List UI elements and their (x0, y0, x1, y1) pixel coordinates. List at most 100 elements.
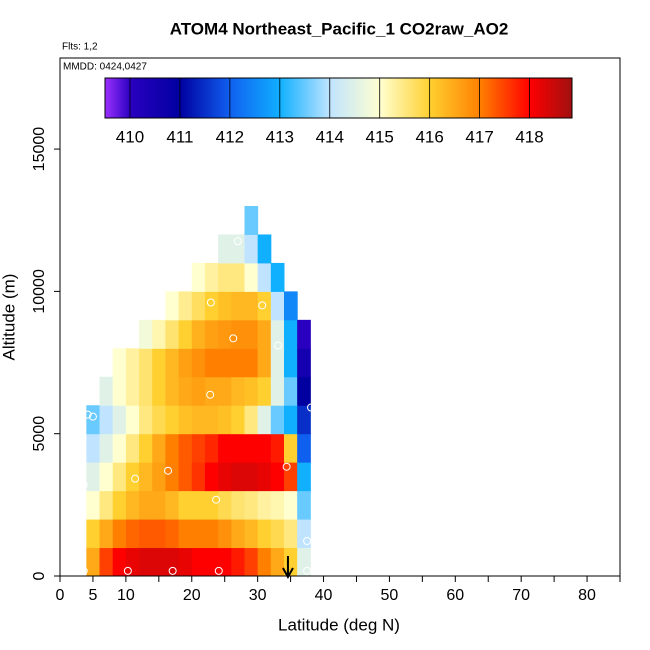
heat-cell (99, 519, 114, 549)
marker-arrowhead (282, 567, 294, 580)
heat-cell (191, 262, 206, 292)
heat-cell (139, 405, 153, 435)
heat-cell (257, 433, 272, 463)
heat-cell (231, 490, 245, 520)
heat-cell (152, 547, 166, 577)
heat-cell (218, 376, 232, 406)
heat-cell (244, 234, 259, 264)
heat-cell (125, 433, 140, 463)
heat-cell (125, 519, 140, 549)
heat-cell (244, 376, 259, 406)
heat-cell (139, 490, 153, 520)
heat-cell (257, 547, 272, 577)
heat-cell (139, 376, 153, 406)
sample-point (131, 474, 140, 483)
colorbar-tick-label: 411 (166, 127, 193, 146)
heat-cell (204, 262, 219, 292)
heat-cell (86, 433, 101, 463)
heat-cell (99, 490, 114, 520)
heat-cell (152, 462, 166, 492)
x-tick-label: 10 (117, 587, 135, 604)
heat-cell (125, 462, 140, 492)
heat-cell (218, 405, 232, 435)
colorbar-segment (429, 78, 481, 118)
y-axis-label: Altitude (m) (0, 274, 18, 361)
heat-cell (297, 490, 311, 520)
heat-cell (244, 348, 259, 378)
heat-cell (139, 319, 153, 349)
heat-cell (152, 490, 166, 520)
heat-cell (270, 319, 285, 349)
x-tick-label: 40 (315, 587, 333, 604)
heat-cell (231, 519, 245, 549)
heat-cell (244, 547, 259, 577)
heat-cell (284, 291, 298, 321)
heat-cell (231, 376, 245, 406)
heat-cell (191, 376, 206, 406)
heat-cell (270, 433, 285, 463)
heat-cell (257, 348, 272, 378)
heat-cell (112, 433, 127, 463)
heat-cell (112, 519, 127, 549)
heat-cell (112, 348, 127, 378)
heat-cell (165, 519, 180, 549)
colorbar-segment (379, 78, 431, 118)
plot-frame (59, 57, 621, 577)
heat-cell (191, 433, 206, 463)
x-tick-label: 50 (381, 587, 399, 604)
colorbar-tick-label: 410 (116, 127, 144, 146)
colorbar-tick-label: 417 (465, 127, 493, 146)
colorbar-segment (279, 78, 331, 118)
heat-cell (270, 519, 285, 549)
x-tick-label: 0 (56, 587, 65, 604)
heat-cell (284, 348, 298, 378)
heat-cell (218, 433, 232, 463)
heat-cell (125, 405, 140, 435)
heat-cell (125, 348, 140, 378)
heat-cell (99, 376, 114, 406)
heat-cell (152, 319, 166, 349)
heat-cell (297, 462, 311, 492)
heat-cell (297, 433, 311, 463)
heat-cell (178, 376, 193, 406)
x-tick-label: 20 (183, 587, 201, 604)
heat-cell (257, 262, 272, 292)
heat-cell (139, 433, 153, 463)
heat-cell (270, 376, 285, 406)
heat-cell (112, 405, 127, 435)
heat-cell (218, 319, 232, 349)
heat-cell (165, 319, 180, 349)
heat-cell (284, 376, 298, 406)
sample-point (168, 566, 177, 575)
heat-cell (231, 433, 245, 463)
heat-cell (178, 348, 193, 378)
heat-cell (152, 376, 166, 406)
sample-point (123, 566, 132, 575)
heat-cell (204, 405, 219, 435)
heat-cell (178, 319, 193, 349)
heat-cell (270, 547, 285, 577)
heat-cell (191, 547, 206, 577)
x-tick-label: 80 (578, 587, 596, 604)
heat-cell (139, 348, 153, 378)
sample-point (79, 480, 88, 489)
heat-cell (218, 547, 232, 577)
x-tick-label: 30 (249, 587, 267, 604)
y-tick-label: 10000 (31, 269, 48, 314)
heat-cell (165, 405, 180, 435)
sample-point (88, 412, 97, 421)
heat-cell (152, 519, 166, 549)
heat-cell (86, 462, 101, 492)
heat-cell (178, 405, 193, 435)
sample-point (303, 566, 312, 575)
heat-cell (86, 519, 101, 549)
heat-cell (284, 490, 298, 520)
heat-cell (218, 348, 232, 378)
chart-title: ATOM4 Northeast_Pacific_1 CO2raw_AO2 (170, 19, 509, 38)
heat-cell (204, 519, 219, 549)
x-axis-label: Latitude (deg N) (278, 615, 400, 634)
sample-point (303, 536, 312, 545)
heat-cell (284, 319, 298, 349)
heat-cell (231, 291, 245, 321)
colorbar-segment (229, 78, 281, 118)
